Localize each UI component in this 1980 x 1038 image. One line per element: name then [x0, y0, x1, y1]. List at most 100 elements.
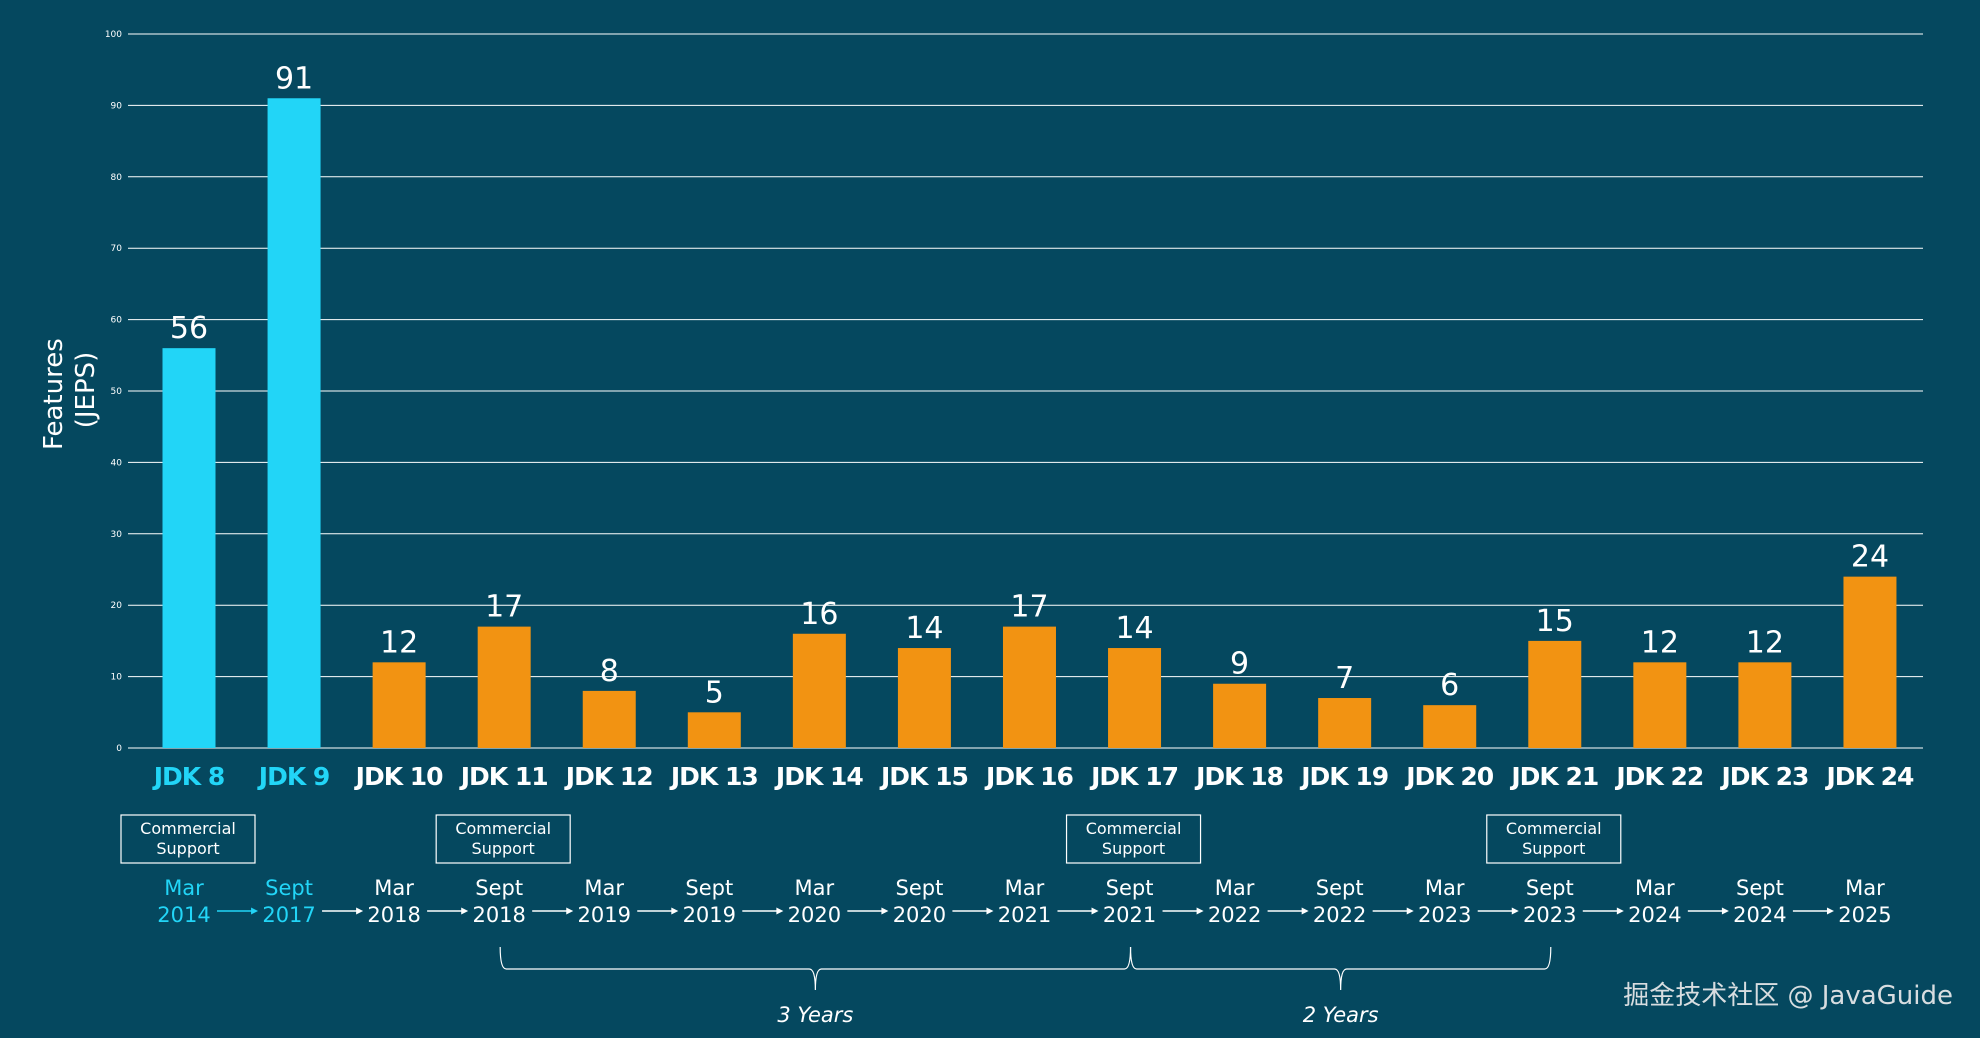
span-label: 3 Years [777, 1003, 853, 1027]
bar-jdk-19 [1318, 698, 1372, 748]
bars: 56 JDK 8 91 JDK 9 12 JDK 10 17 JDK 11 8 JDK 12 5 JD… [152, 61, 1915, 791]
arrow-icon [1372, 907, 1414, 915]
svg-text:Sept: Sept [685, 876, 733, 900]
svg-text:Mar: Mar [374, 876, 414, 900]
svg-text:2014: 2014 [157, 903, 210, 927]
svg-text:Support: Support [1102, 839, 1165, 858]
bar-jdk-16 [1002, 626, 1056, 748]
arrow-icon [1477, 907, 1519, 915]
x-tick-label: JDK 23 [1719, 762, 1808, 791]
svg-text:2019: 2019 [578, 903, 631, 927]
release-timeline: CommercialSupportCommercialSupportCommer… [120, 814, 1892, 1027]
svg-text:Commercial: Commercial [1086, 819, 1182, 838]
x-tick-label: JDK 11 [459, 762, 548, 791]
svg-text:Mar: Mar [1005, 876, 1045, 900]
svg-text:2025: 2025 [1838, 903, 1891, 927]
release-date: Mar 2025 [1838, 876, 1891, 927]
svg-text:2023: 2023 [1523, 903, 1576, 927]
release-date: Mar 2023 [1418, 876, 1471, 927]
y-axis-label-line-1: Features [39, 338, 69, 450]
arrow-icon [1162, 907, 1204, 915]
release-date: Sept 2024 [1733, 876, 1786, 927]
data-label: 24 [1851, 540, 1889, 575]
bar-jdk-17 [1108, 648, 1162, 748]
svg-text:Support: Support [1522, 839, 1585, 858]
bar-jdk-21 [1528, 640, 1582, 748]
arrow-icon [322, 907, 364, 915]
y-tick-label: 0 [116, 744, 122, 754]
svg-text:Mar: Mar [164, 876, 204, 900]
watermark: 掘金技术社区 @ JavaGuide [1623, 981, 1953, 1011]
data-label: 56 [170, 311, 208, 346]
arrow-icon [217, 907, 259, 915]
svg-text:Mar: Mar [1215, 876, 1255, 900]
data-label: 16 [800, 597, 838, 632]
svg-text:2022: 2022 [1208, 903, 1261, 927]
svg-text:Sept: Sept [1526, 876, 1574, 900]
svg-text:2022: 2022 [1313, 903, 1366, 927]
svg-text:Commercial: Commercial [140, 819, 236, 838]
y-tick-label: 30 [111, 530, 123, 540]
y-tick-label: 80 [111, 173, 123, 183]
arrow-icon [637, 907, 679, 915]
release-date: Mar 2020 [788, 876, 841, 927]
bar-jdk-8 [162, 348, 216, 748]
svg-text:Mar: Mar [584, 876, 624, 900]
bar-jdk-13 [687, 712, 741, 748]
data-label: 14 [905, 611, 943, 646]
release-date: Sept 2023 [1523, 876, 1576, 927]
svg-text:2021: 2021 [1103, 903, 1156, 927]
data-label: 6 [1440, 668, 1459, 703]
svg-text:2020: 2020 [893, 903, 946, 927]
bar-jdk-22 [1633, 662, 1687, 748]
data-label: 14 [1115, 611, 1153, 646]
release-date: Sept 2020 [893, 876, 946, 927]
svg-text:2024: 2024 [1733, 903, 1786, 927]
y-tick-label: 50 [111, 387, 123, 397]
y-tick-label: 100 [105, 30, 122, 40]
data-label: 15 [1536, 604, 1574, 639]
bar-jdk-15 [897, 648, 951, 748]
arrow-icon [1687, 907, 1729, 915]
svg-text:2019: 2019 [683, 903, 736, 927]
arrow-icon [427, 907, 469, 915]
x-tick-label: JDK 13 [669, 762, 758, 791]
arrow-icon [1582, 907, 1624, 915]
y-tick-label: 90 [111, 101, 123, 111]
x-tick-label: JDK 21 [1509, 762, 1598, 791]
bar-jdk-12 [582, 690, 636, 748]
arrow-icon [1267, 907, 1309, 915]
svg-text:Support: Support [156, 839, 219, 858]
release-date: Mar 2022 [1208, 876, 1261, 927]
release-date: Sept 2017 [262, 876, 315, 927]
svg-text:Sept: Sept [896, 876, 944, 900]
span-label: 2 Years [1303, 1003, 1379, 1027]
arrow-icon [847, 907, 889, 915]
x-tick-label: JDK 14 [774, 762, 864, 791]
x-tick-label: JDK 17 [1089, 762, 1178, 791]
x-tick-label: JDK 9 [257, 762, 330, 791]
data-label: 12 [1641, 625, 1679, 660]
data-label: 12 [1746, 625, 1784, 660]
svg-text:2018: 2018 [472, 903, 525, 927]
release-date: Sept 2019 [683, 876, 736, 927]
svg-text:2023: 2023 [1418, 903, 1471, 927]
x-tick-label: JDK 24 [1824, 762, 1914, 791]
data-label: 12 [380, 625, 418, 660]
data-label: 7 [1335, 661, 1354, 696]
svg-text:Sept: Sept [1736, 876, 1784, 900]
svg-text:2021: 2021 [998, 903, 1051, 927]
data-label: 9 [1230, 647, 1249, 682]
x-tick-label: JDK 10 [354, 762, 444, 791]
span-brace: 3 Years [499, 946, 1132, 1027]
bar-jdk-9 [267, 98, 321, 748]
bar-jdk-18 [1213, 683, 1267, 748]
data-label: 91 [275, 61, 313, 96]
svg-text:Commercial: Commercial [455, 819, 551, 838]
x-tick-label: JDK 22 [1614, 762, 1703, 791]
x-tick-label: JDK 12 [564, 762, 653, 791]
x-tick-label: JDK 20 [1404, 762, 1494, 791]
svg-text:2018: 2018 [367, 903, 420, 927]
svg-text:Sept: Sept [265, 876, 313, 900]
